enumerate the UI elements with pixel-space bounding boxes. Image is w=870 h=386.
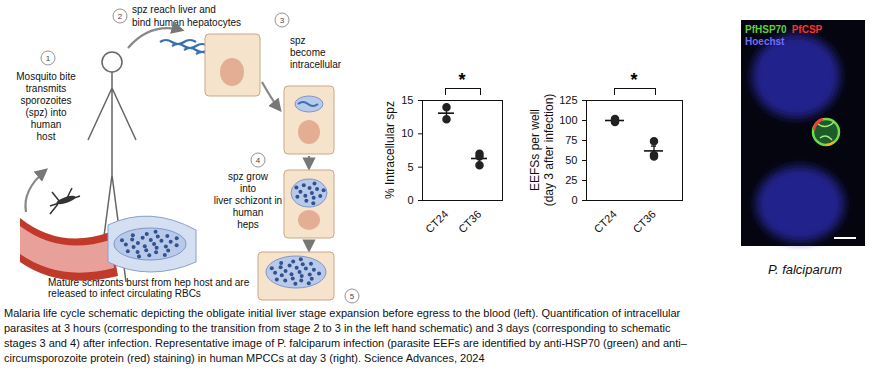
svg-text:host: host: [37, 131, 56, 142]
html-text:Malaria life cycle schematic d: Malaria life cycle schematic depicting t…: [4, 307, 681, 319]
svg-text:125: 125: [559, 94, 577, 106]
svg-text:human: human: [31, 119, 62, 130]
svg-text:P. falciparum: P. falciparum: [768, 262, 842, 277]
svg-text:5: 5: [350, 292, 355, 301]
svg-text:10: 10: [401, 127, 413, 139]
svg-text:Mosquito bite: Mosquito bite: [16, 71, 76, 82]
svg-text:5: 5: [407, 161, 413, 173]
svg-text:sporozoites: sporozoites: [20, 95, 71, 106]
svg-text:1: 1: [46, 54, 51, 63]
svg-text:liver schizont in: liver schizont in: [214, 195, 282, 206]
svg-text:4: 4: [256, 156, 261, 165]
svg-text:bind human hepatocytes: bind human hepatocytes: [132, 17, 241, 28]
svg-text:spz: spz: [290, 35, 306, 46]
html-text:circumsporozoite protein (red): circumsporozoite protein (red) staining)…: [4, 352, 485, 364]
svg-text:spz grow: spz grow: [228, 171, 269, 182]
svg-text:Mature schizonts burst from he: Mature schizonts burst from hep host and…: [48, 277, 250, 288]
svg-text:100: 100: [559, 114, 577, 126]
svg-text:75: 75: [565, 134, 577, 146]
html-text:% Intracellular spz: % Intracellular spz: [383, 101, 397, 199]
svg-text:transmits: transmits: [26, 83, 67, 94]
svg-text:(spz) into: (spz) into: [25, 107, 67, 118]
html-text:EEFSs per well: EEFSs per well: [528, 109, 542, 191]
svg-text:CT24: CT24: [423, 208, 451, 234]
svg-text:become: become: [290, 47, 326, 58]
svg-text:2: 2: [118, 12, 123, 21]
svg-text:15: 15: [401, 94, 413, 106]
svg-text:released to infect circulating: released to infect circulating RBCs: [48, 288, 201, 299]
svg-text:into: into: [240, 183, 257, 194]
svg-text:CT24: CT24: [591, 208, 619, 234]
svg-text:PfHSP70PfCSP: PfHSP70PfCSP: [745, 24, 823, 35]
svg-text:0: 0: [571, 194, 577, 206]
svg-text:CT36: CT36: [630, 208, 658, 234]
svg-text:25: 25: [565, 174, 577, 186]
svg-text:human: human: [233, 207, 264, 218]
html-text:stages 3 and 4) after infectio: stages 3 and 4) after infection. Represe…: [4, 337, 687, 349]
svg-text:CT36: CT36: [456, 208, 484, 234]
svg-text:Hoechst: Hoechst: [745, 36, 785, 47]
svg-text:50: 50: [565, 154, 577, 166]
svg-text:spz reach liver and: spz reach liver and: [132, 4, 216, 15]
svg-text:intracellular: intracellular: [290, 59, 342, 70]
svg-text:heps: heps: [237, 219, 259, 230]
html-text:parasites at 3 hours (correspo: parasites at 3 hours (corresponding to t…: [4, 322, 671, 334]
html-text:(day 3 after infection): (day 3 after infection): [542, 93, 556, 207]
svg-text:0: 0: [407, 194, 413, 206]
svg-text:3: 3: [280, 16, 285, 25]
